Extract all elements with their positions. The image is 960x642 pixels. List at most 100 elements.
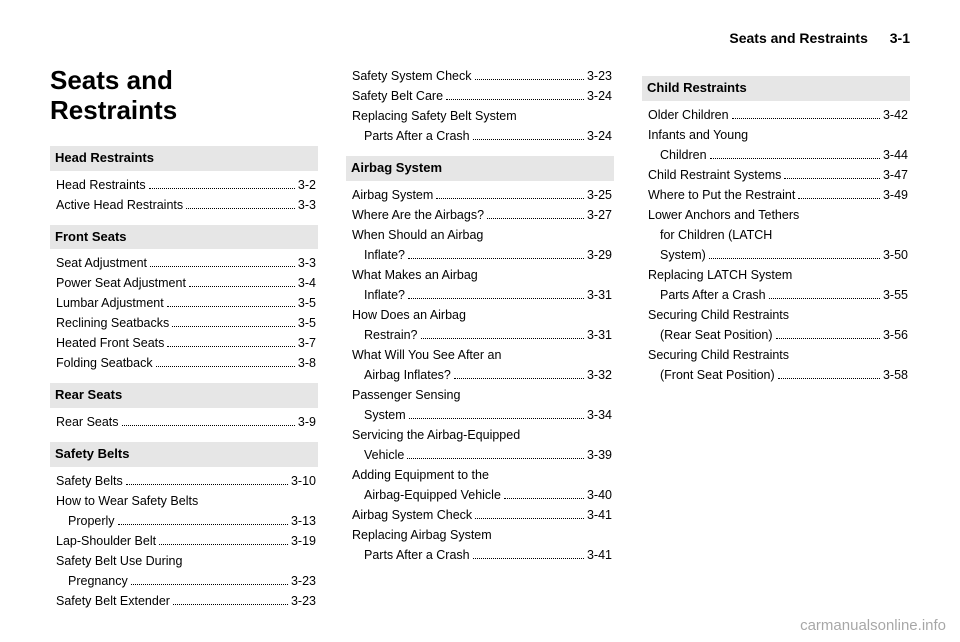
toc-page: 3-23 <box>587 66 614 86</box>
toc-dots <box>122 425 295 426</box>
toc-dots <box>189 286 295 287</box>
toc-row: Securing Child Restraints <box>642 345 910 365</box>
page: Seats and Restraints 3-1 Seats and Restr… <box>0 0 960 631</box>
chapter-title: Seats and Restraints <box>50 66 318 126</box>
toc-row: Head Restraints3-2 <box>50 175 318 195</box>
toc-page: 3-32 <box>587 365 614 385</box>
toc-label: Airbag-Equipped Vehicle <box>346 485 501 505</box>
toc-dots <box>436 198 584 199</box>
toc-dots <box>769 298 880 299</box>
toc-row: Older Children3-42 <box>642 105 910 125</box>
toc-col-3: Child RestraintsOlder Children3-42Infant… <box>642 66 910 611</box>
toc-row: Rear Seats3-9 <box>50 412 318 432</box>
toc-row: Airbag-Equipped Vehicle3-40 <box>346 485 614 505</box>
toc-row: When Should an Airbag <box>346 225 614 245</box>
toc-row: Safety Belts3-10 <box>50 471 318 491</box>
toc-label: Replacing LATCH System <box>642 265 792 285</box>
toc-label: Infants and Young <box>642 125 748 145</box>
toc-row: Vehicle3-39 <box>346 445 614 465</box>
toc-label: What Makes an Airbag <box>346 265 478 285</box>
section-heading: Airbag System <box>346 156 614 181</box>
toc-page: 3-25 <box>587 185 614 205</box>
toc-label: Power Seat Adjustment <box>50 273 186 293</box>
toc-row: Adding Equipment to the <box>346 465 614 485</box>
toc-label: Restrain? <box>346 325 418 345</box>
toc-row: (Rear Seat Position)3-56 <box>642 325 910 345</box>
toc-page: 3-3 <box>298 253 318 273</box>
header-title: Seats and Restraints <box>729 30 868 46</box>
toc-row: Safety Belt Extender3-23 <box>50 591 318 611</box>
toc-dots <box>475 518 584 519</box>
toc-label: When Should an Airbag <box>346 225 483 245</box>
toc-dots <box>709 258 880 259</box>
toc-dots <box>778 378 880 379</box>
toc-row: Parts After a Crash3-55 <box>642 285 910 305</box>
toc-label: Pregnancy <box>50 571 128 591</box>
toc-label: Children <box>642 145 707 165</box>
toc-page: 3-5 <box>298 293 318 313</box>
toc-row: Safety Belt Use During <box>50 551 318 571</box>
toc-label: (Front Seat Position) <box>642 365 775 385</box>
toc-row: How to Wear Safety Belts <box>50 491 318 511</box>
toc-dots <box>159 544 288 545</box>
toc-dots <box>407 458 584 459</box>
toc-row: Lumbar Adjustment3-5 <box>50 293 318 313</box>
toc-row: Properly3-13 <box>50 511 318 531</box>
toc-page: 3-24 <box>587 86 614 106</box>
toc-row: for Children (LATCH <box>642 225 910 245</box>
toc-label: Inflate? <box>346 285 405 305</box>
toc-label: Where to Put the Restraint <box>642 185 795 205</box>
toc-row: Folding Seatback3-8 <box>50 353 318 373</box>
toc-row: Inflate?3-29 <box>346 245 614 265</box>
toc-dots <box>454 378 584 379</box>
toc-dots <box>475 79 584 80</box>
toc-label: Airbag System Check <box>346 505 472 525</box>
toc-dots <box>156 366 295 367</box>
toc-label: for Children (LATCH <box>642 225 772 245</box>
toc-row: Lower Anchors and Tethers <box>642 205 910 225</box>
toc-dots <box>710 158 880 159</box>
toc-dots <box>118 524 288 525</box>
toc-label: Safety Belt Extender <box>50 591 170 611</box>
toc-label: Reclining Seatbacks <box>50 313 169 333</box>
toc-row: Servicing the Airbag-Equipped <box>346 425 614 445</box>
toc-row: (Front Seat Position)3-58 <box>642 365 910 385</box>
toc-page: 3-5 <box>298 313 318 333</box>
toc-dots <box>732 118 880 119</box>
toc-label: Heated Front Seats <box>50 333 164 353</box>
section-heading: Head Restraints <box>50 146 318 171</box>
toc-dots <box>172 326 295 327</box>
toc-dots <box>186 208 295 209</box>
toc-row: Inflate? 3-31 <box>346 285 614 305</box>
toc-label: How Does an Airbag <box>346 305 466 325</box>
toc-label: Seat Adjustment <box>50 253 147 273</box>
toc-page: 3-47 <box>883 165 910 185</box>
toc-page: 3-42 <box>883 105 910 125</box>
toc-label: What Will You See After an <box>346 345 501 365</box>
toc-page: 3-8 <box>298 353 318 373</box>
toc-label: Child Restraint Systems <box>642 165 781 185</box>
toc-label: Safety Belts <box>50 471 123 491</box>
toc-row: System3-34 <box>346 405 614 425</box>
toc-row: Airbag System Check3-41 <box>346 505 614 525</box>
toc-dots <box>150 266 295 267</box>
toc-page: 3-49 <box>883 185 910 205</box>
toc-label: Passenger Sensing <box>346 385 460 405</box>
toc-dots <box>167 306 295 307</box>
toc-page: 3-31 <box>587 285 614 305</box>
toc-label: Active Head Restraints <box>50 195 183 215</box>
toc-row: What Makes an Airbag <box>346 265 614 285</box>
toc-label: Safety Belt Care <box>346 86 443 106</box>
toc-page: 3-27 <box>587 205 614 225</box>
toc-dots <box>473 558 584 559</box>
toc-page: 3-31 <box>587 325 614 345</box>
toc-row: Reclining Seatbacks 3-5 <box>50 313 318 333</box>
toc-label: Parts After a Crash <box>346 126 470 146</box>
toc-row: Restrain? 3-31 <box>346 325 614 345</box>
toc-label: Parts After a Crash <box>642 285 766 305</box>
toc-label: Lap-Shoulder Belt <box>50 531 156 551</box>
toc-row: Parts After a Crash3-41 <box>346 545 614 565</box>
toc-label: Safety System Check <box>346 66 472 86</box>
toc-row: Infants and Young <box>642 125 910 145</box>
toc-row: Where to Put the Restraint 3-49 <box>642 185 910 205</box>
